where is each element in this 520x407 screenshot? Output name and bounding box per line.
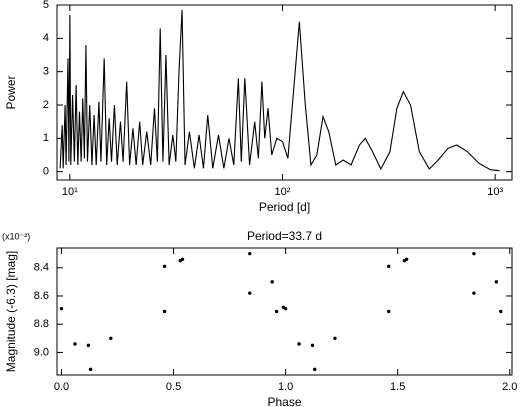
y-exponent: (x10⁻²) [2, 231, 30, 241]
chart-title: Period=33.7 d [247, 229, 322, 243]
x-axis-label: Phase [267, 395, 301, 407]
x-tick-label: 0.0 [54, 381, 69, 393]
point [248, 251, 252, 256]
point [472, 291, 476, 295]
y-tick-label: 1 [43, 132, 49, 144]
point [310, 343, 315, 348]
point [387, 264, 391, 269]
x-tick-label: 1.5 [390, 381, 405, 393]
point [59, 306, 64, 311]
y-axis-label: Power [4, 75, 18, 109]
y-tick-label: 4 [43, 32, 49, 44]
y-tick-label: 8.8 [34, 318, 49, 330]
point [387, 309, 391, 314]
x-tick-label: 2.0 [502, 381, 517, 393]
line [59, 9, 500, 172]
point [494, 280, 499, 284]
point [109, 336, 113, 341]
x-tick-label: 10² [275, 186, 291, 198]
point [499, 309, 503, 314]
y-tick-label: 8.4 [34, 262, 49, 274]
x-tick-label: 0.5 [166, 381, 181, 393]
y-tick-label: 3 [43, 66, 49, 78]
point [88, 367, 93, 372]
point [283, 306, 288, 311]
point [180, 257, 185, 261]
point [162, 264, 167, 269]
point [333, 336, 337, 341]
point [162, 309, 167, 314]
x-tick-label: 1.0 [278, 381, 293, 393]
point [472, 251, 476, 256]
y-tick-label: 9.0 [34, 346, 49, 358]
x-tick-label: 10³ [487, 186, 503, 198]
y-tick-label: 0 [43, 166, 49, 178]
y-tick-label: 2 [43, 99, 49, 111]
point [404, 257, 409, 261]
y-tick-label: 8.6 [34, 290, 49, 302]
x-tick-label: 10¹ [62, 186, 78, 198]
point [73, 342, 77, 346]
point [297, 342, 301, 346]
x-axis-label: Period [d] [259, 200, 310, 214]
point [86, 343, 91, 348]
point [248, 291, 252, 295]
point [313, 367, 317, 372]
plot-frame [56, 4, 513, 181]
y-axis-label: Magnitude (-6.3) [mag] [4, 251, 18, 372]
point [274, 309, 279, 314]
point [270, 280, 274, 284]
plot-frame [56, 247, 513, 376]
y-tick-label: 5 [43, 0, 49, 11]
